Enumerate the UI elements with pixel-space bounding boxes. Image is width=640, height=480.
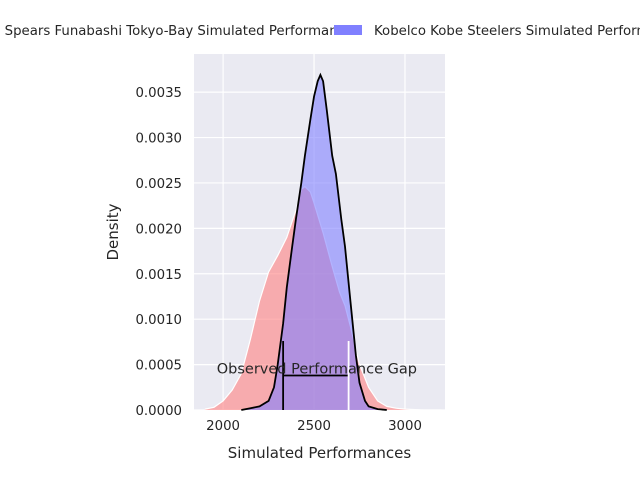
y-tick-label-0: 0.0000 xyxy=(135,404,182,419)
x-tick-label-0: 2000 xyxy=(206,419,240,434)
y-axis-label: Density xyxy=(104,203,122,260)
y-tick-label-5: 0.0025 xyxy=(135,177,182,192)
y-tick-label-7: 0.0035 xyxy=(135,86,182,101)
density-line-1 xyxy=(241,72,387,411)
y-tick-label-2: 0.0010 xyxy=(135,313,182,328)
x-axis-label: Simulated Performances xyxy=(228,444,412,462)
gap-annotation: Observed Performance Gap xyxy=(217,340,417,410)
y-tick-label-1: 0.0005 xyxy=(135,359,182,374)
density-areas xyxy=(204,72,442,411)
x-tick-label-2: 3000 xyxy=(388,419,422,434)
y-tick-label-6: 0.0030 xyxy=(135,132,182,147)
x-tick-label-1: 2500 xyxy=(297,419,331,434)
density-area-1 xyxy=(241,74,387,411)
legend: Kubota Spears Funabashi Tokyo-Bay Simula… xyxy=(0,24,640,39)
y-tick-label-4: 0.0020 xyxy=(135,222,182,237)
y-tick-labels: 0.0000 0.0005 0.0010 0.0015 0.0020 0.0025 0.00… xyxy=(135,86,182,419)
annotation-label: Observed Performance Gap xyxy=(217,361,417,377)
legend-swatch-1 xyxy=(334,25,362,35)
x-tick-labels: 2000 2500 3000 xyxy=(206,419,422,434)
legend-label-0: Kubota Spears Funabashi Tokyo-Bay Simula… xyxy=(0,24,360,39)
legend-label-1: Kobelco Kobe Steelers Simulated Performa… xyxy=(374,24,640,39)
y-tick-label-3: 0.0015 xyxy=(135,268,182,283)
